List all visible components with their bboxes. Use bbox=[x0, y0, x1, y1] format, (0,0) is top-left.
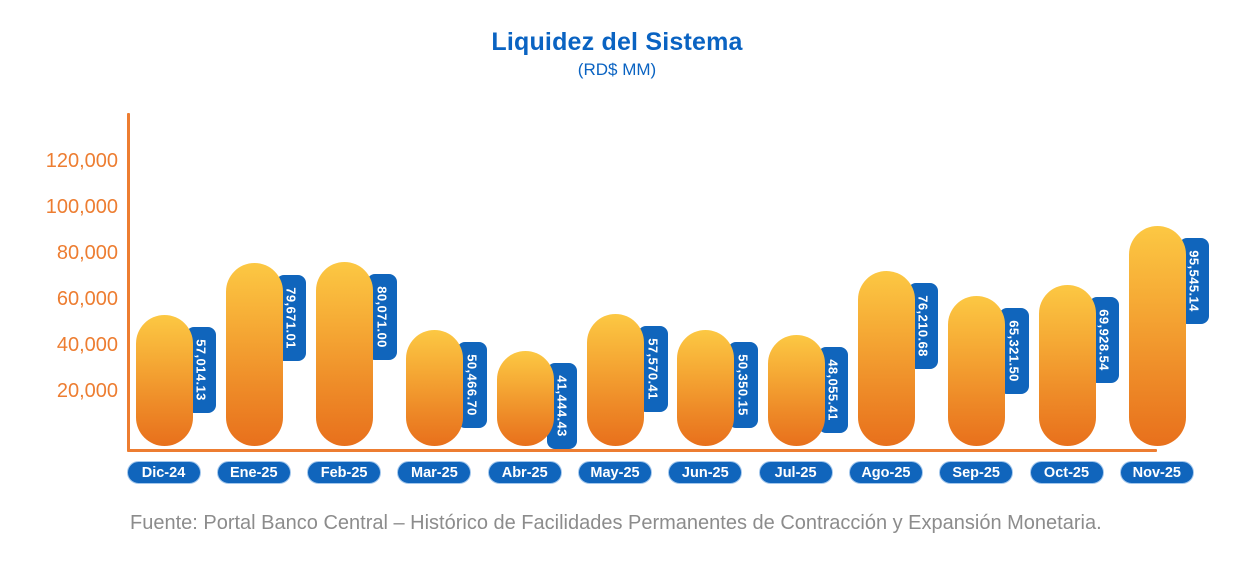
value-label-text: 95,545.14 bbox=[1186, 250, 1202, 312]
value-label-text: 50,466.70 bbox=[464, 354, 480, 416]
x-tick-Ene-25: Ene-25 bbox=[216, 461, 291, 484]
value-label-text: 79,671.01 bbox=[283, 287, 299, 349]
value-label-text: 48,055.41 bbox=[825, 359, 841, 422]
bar-May-25 bbox=[587, 313, 644, 446]
bar-Jul-25 bbox=[767, 335, 825, 446]
value-label-text: 57,570.41 bbox=[645, 337, 660, 400]
y-tick-label: 80,000 bbox=[56, 242, 118, 264]
value-label-text: 50,350.15 bbox=[735, 354, 751, 416]
bar-Ene-25 bbox=[225, 262, 283, 446]
value-label-text: 65,321.50 bbox=[1006, 320, 1022, 382]
x-tick-May-25: May-25 bbox=[578, 461, 652, 484]
bar-Feb-25 bbox=[316, 261, 374, 446]
y-axis-line bbox=[127, 113, 130, 452]
value-label-text: 69,928.54 bbox=[1096, 309, 1112, 371]
x-tick-Mar-25: Mar-25 bbox=[397, 461, 472, 484]
bar-Sep-25 bbox=[948, 295, 1006, 446]
value-label-text: 41,444.43 bbox=[554, 374, 570, 437]
bar-Mar-25 bbox=[406, 329, 464, 446]
bar-Dic-24 bbox=[135, 314, 193, 446]
y-tick-label: 120,000 bbox=[45, 150, 118, 172]
x-tick-Oct-25: Oct-25 bbox=[1029, 461, 1104, 484]
value-label-text: 80,071.00 bbox=[374, 286, 390, 348]
y-tick-label: 60,000 bbox=[56, 288, 118, 310]
bar-Nov-25 bbox=[1128, 226, 1186, 446]
bar-Ago-25 bbox=[857, 270, 915, 446]
chart-title: Liquidez del Sistema bbox=[491, 28, 743, 56]
x-tick-Jul-25: Jul-25 bbox=[758, 461, 833, 484]
chart-subtitle: (RD$ MM) bbox=[577, 60, 657, 79]
x-tick-Nov-25: Nov-25 bbox=[1119, 461, 1194, 484]
x-tick-Ago-25: Ago-25 bbox=[848, 461, 923, 484]
value-label-text: 76,210.68 bbox=[915, 294, 931, 357]
value-label-text: 57,014.13 bbox=[193, 339, 209, 401]
x-tick-Feb-25: Feb-25 bbox=[307, 461, 382, 484]
y-tick-label: 100,000 bbox=[45, 196, 118, 218]
y-tick-label: 40,000 bbox=[56, 334, 118, 356]
x-tick-Dic-24: Dic-24 bbox=[126, 461, 201, 484]
bar-Oct-25 bbox=[1038, 285, 1096, 446]
x-tick-Jun-25: Jun-25 bbox=[668, 461, 743, 484]
x-tick-Sep-25: Sep-25 bbox=[939, 461, 1014, 484]
x-axis-line bbox=[128, 449, 1157, 452]
x-tick-Abr-25: Abr-25 bbox=[487, 461, 562, 484]
bar-Jun-25 bbox=[677, 330, 735, 446]
y-tick-label: 20,000 bbox=[56, 380, 118, 402]
bar-Abr-25 bbox=[496, 350, 554, 446]
source-note: Fuente: Portal Banco Central – Histórico… bbox=[130, 512, 1102, 534]
